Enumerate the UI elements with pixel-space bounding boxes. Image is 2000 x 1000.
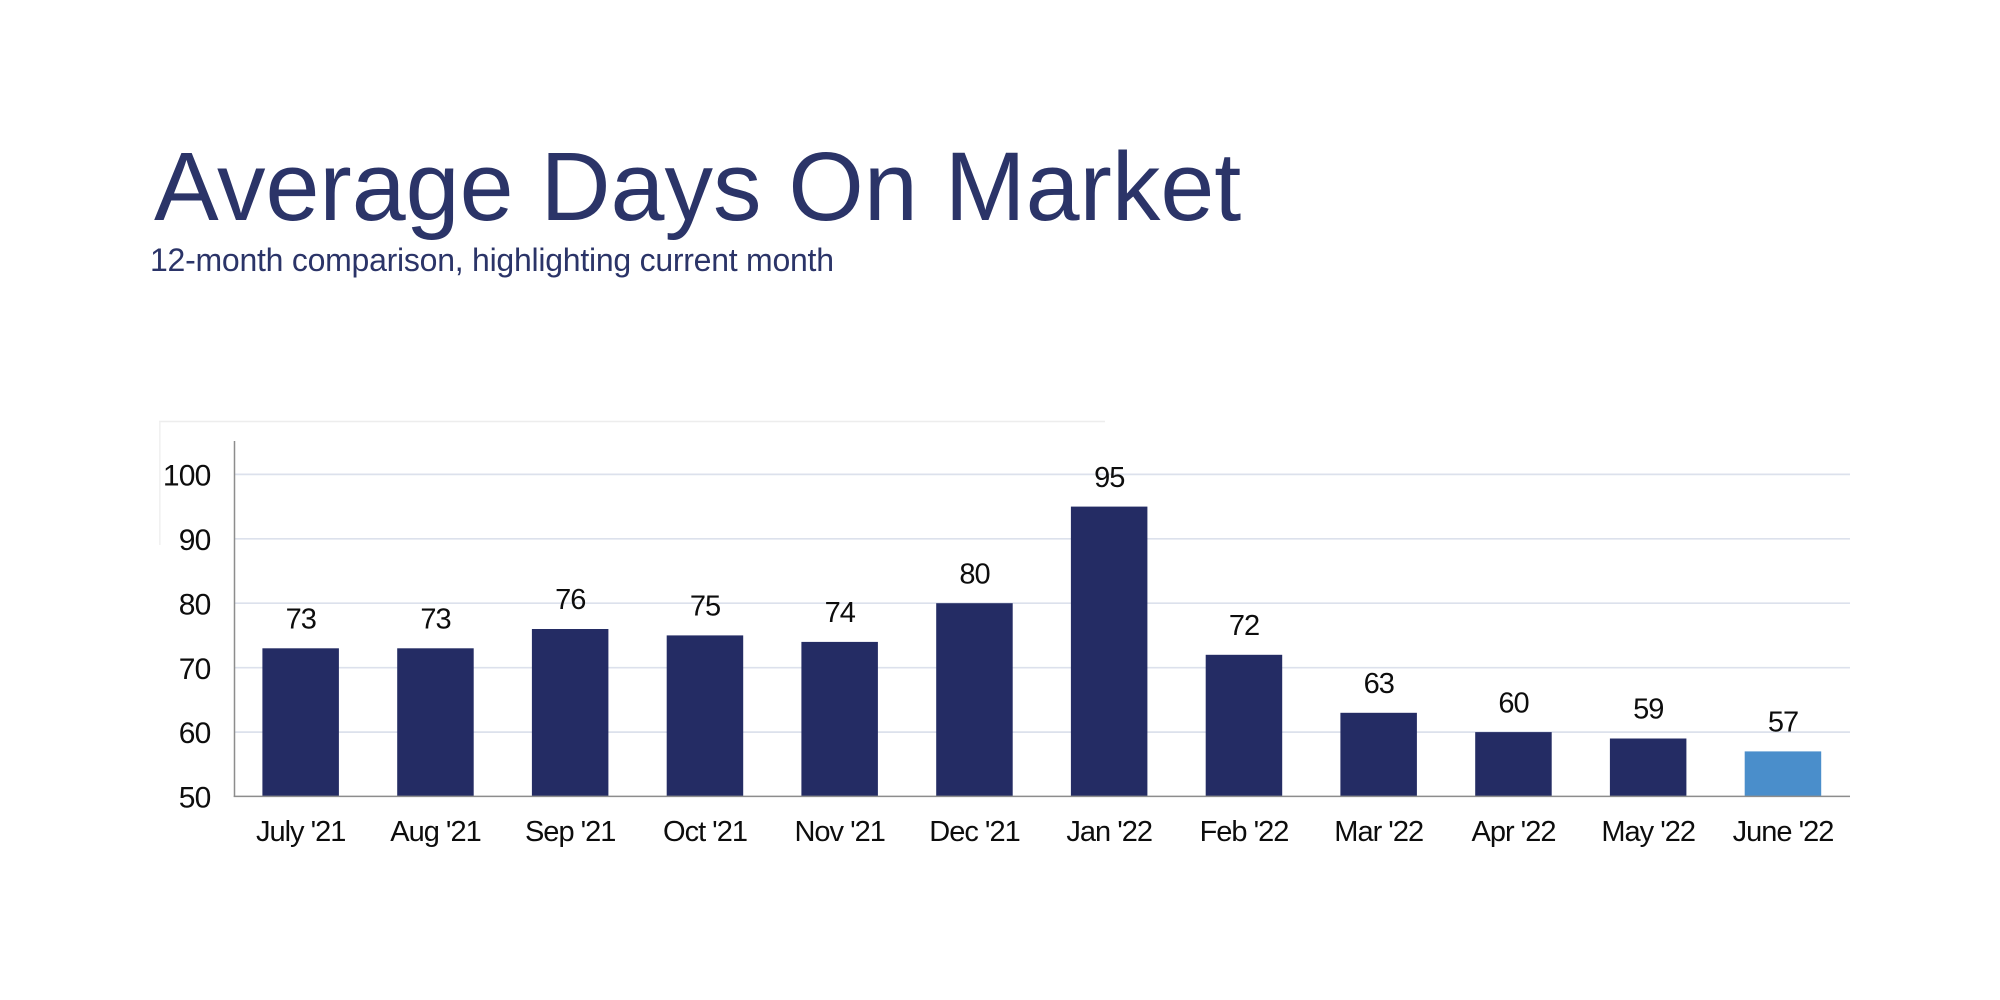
svg-text:57: 57: [1768, 707, 1798, 739]
svg-text:Oct '21: Oct '21: [663, 816, 747, 848]
svg-text:73: 73: [286, 604, 316, 636]
svg-text:Aug '21: Aug '21: [390, 816, 480, 848]
svg-text:June '22: June '22: [1733, 816, 1834, 848]
svg-text:50: 50: [179, 782, 211, 815]
svg-text:75: 75: [690, 591, 720, 623]
svg-text:Apr '22: Apr '22: [1472, 816, 1556, 848]
svg-text:72: 72: [1229, 610, 1259, 642]
svg-text:73: 73: [420, 604, 450, 636]
svg-text:90: 90: [179, 524, 211, 557]
svg-text:100: 100: [163, 460, 211, 493]
svg-text:95: 95: [1094, 462, 1124, 494]
svg-text:74: 74: [825, 597, 856, 629]
svg-text:59: 59: [1633, 694, 1663, 726]
svg-text:70: 70: [179, 653, 211, 686]
svg-text:Mar '22: Mar '22: [1334, 816, 1423, 848]
svg-text:80: 80: [179, 588, 211, 621]
svg-text:60: 60: [1498, 687, 1528, 719]
svg-text:60: 60: [179, 717, 211, 750]
svg-text:Sep '21: Sep '21: [525, 816, 615, 848]
svg-text:80: 80: [959, 558, 989, 590]
svg-text:July '21: July '21: [256, 816, 345, 848]
svg-text:May '22: May '22: [1601, 816, 1695, 848]
svg-text:Nov '21: Nov '21: [794, 816, 884, 848]
svg-text:Feb '22: Feb '22: [1200, 816, 1289, 848]
svg-text:Dec '21: Dec '21: [929, 816, 1019, 848]
svg-text:76: 76: [555, 584, 585, 616]
svg-text:63: 63: [1364, 668, 1394, 700]
svg-text:Jan '22: Jan '22: [1066, 816, 1152, 848]
